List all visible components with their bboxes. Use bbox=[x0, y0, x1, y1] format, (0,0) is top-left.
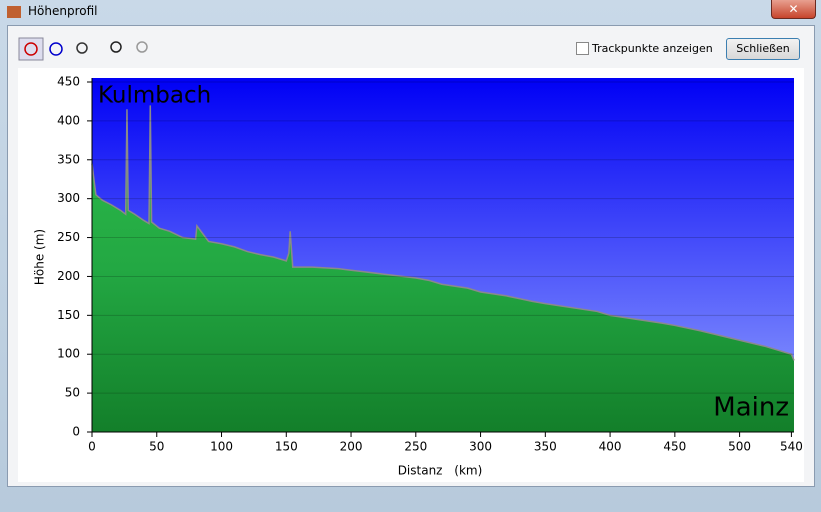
y-axis-label: Höhe (m) bbox=[33, 229, 47, 285]
zoom-in[interactable] bbox=[110, 41, 122, 53]
x-tick-label: 0 bbox=[88, 440, 96, 454]
x-tick-label: 200 bbox=[340, 440, 363, 454]
x-tick-label: 300 bbox=[469, 440, 492, 454]
y-tick-label: 400 bbox=[57, 113, 80, 127]
tool-icon[interactable] bbox=[49, 42, 63, 56]
checkbox-label[interactable]: Trackpunkte anzeigen bbox=[592, 42, 713, 55]
x-tick-label: 540 bbox=[780, 440, 803, 454]
close-dialog-button[interactable]: Schließen bbox=[726, 38, 800, 60]
y-tick-label: 200 bbox=[57, 269, 80, 283]
annotation: Kulmbach bbox=[98, 83, 211, 109]
y-tick-label: 0 bbox=[72, 425, 80, 439]
annotation: Mainz bbox=[713, 393, 789, 423]
x-tick-label: 350 bbox=[534, 440, 557, 454]
elevation-line bbox=[91, 105, 795, 361]
y-tick-label: 150 bbox=[57, 308, 80, 322]
close-button[interactable]: ✕ bbox=[771, 0, 816, 19]
elevation-area bbox=[92, 105, 794, 432]
y-tick-label: 100 bbox=[57, 347, 80, 361]
y-tick-label: 350 bbox=[57, 152, 80, 166]
y-tick-label: 50 bbox=[65, 386, 80, 400]
tool-button[interactable] bbox=[18, 37, 44, 61]
tool-icon[interactable] bbox=[24, 42, 38, 56]
toolbar-icons bbox=[18, 37, 148, 61]
x-axis-label: Distanz (km) bbox=[398, 464, 483, 478]
checkbox[interactable] bbox=[576, 42, 589, 55]
app-icon bbox=[7, 6, 21, 18]
window-title: Höhenprofil bbox=[28, 4, 98, 18]
tool-icon[interactable] bbox=[76, 42, 88, 54]
y-tick-label: 300 bbox=[57, 191, 80, 205]
x-tick-label: 500 bbox=[728, 440, 751, 454]
x-tick-label: 250 bbox=[404, 440, 427, 454]
x-tick-label: 150 bbox=[275, 440, 298, 454]
zoom-out[interactable] bbox=[136, 41, 148, 53]
x-tick-label: 450 bbox=[663, 440, 686, 454]
y-tick-label: 450 bbox=[57, 75, 80, 89]
x-tick-label: 100 bbox=[210, 440, 233, 454]
x-tick-label: 400 bbox=[599, 440, 622, 454]
y-tick-label: 250 bbox=[57, 230, 80, 244]
x-tick-label: 50 bbox=[149, 440, 164, 454]
